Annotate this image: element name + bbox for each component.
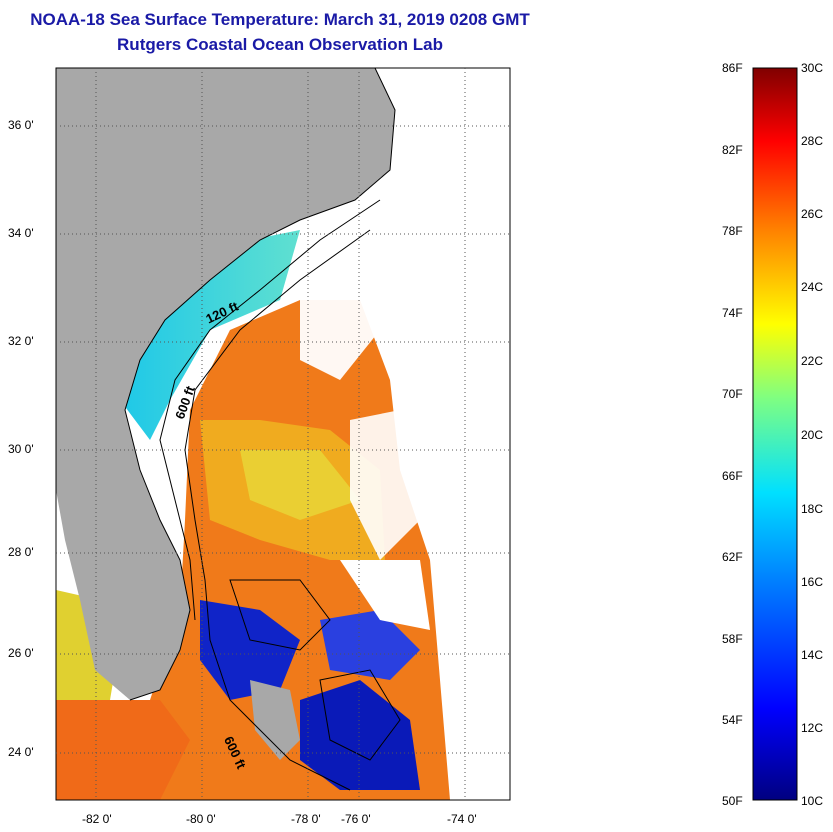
colorbar-c-30: 30C bbox=[801, 61, 824, 75]
colorbar-f-50: 50F bbox=[722, 794, 743, 808]
lat-label-28: 28 0' bbox=[8, 545, 34, 559]
chart-subtitle: Rutgers Coastal Ocean Observation Lab bbox=[117, 35, 443, 54]
colorbar-f-74: 74F bbox=[722, 306, 743, 320]
shelf-water bbox=[120, 230, 300, 440]
map-frame bbox=[55, 67, 511, 801]
lon-label-78: -78 0' bbox=[291, 812, 321, 826]
lat-label-30: 30 0' bbox=[8, 442, 34, 456]
colorbar-c-22: 22C bbox=[801, 354, 824, 368]
isobath-120 bbox=[159, 199, 381, 621]
lon-label-76: -76 0' bbox=[341, 812, 371, 826]
colorbar-f-86: 86F bbox=[722, 61, 743, 75]
isobath-600 bbox=[184, 229, 371, 791]
colorbar-c-12: 12C bbox=[801, 721, 824, 735]
lon-label-80: -80 0' bbox=[186, 812, 216, 826]
lat-label-34: 34 0' bbox=[8, 226, 34, 240]
lat-label-24: 24 0' bbox=[8, 745, 34, 759]
lon-label-82: -82 0' bbox=[82, 812, 112, 826]
colorbar-f-70: 70F bbox=[722, 387, 743, 401]
colorbar-c-20: 20C bbox=[801, 428, 824, 442]
lat-label-26: 26 0' bbox=[8, 646, 34, 660]
colorbar-f-62: 62F bbox=[722, 550, 743, 564]
colorbar-c-26: 26C bbox=[801, 207, 824, 221]
lat-label-32: 32 0' bbox=[8, 334, 34, 348]
colorbar-c-16: 16C bbox=[801, 575, 824, 589]
coastline bbox=[124, 68, 396, 701]
colorbar-f-78: 78F bbox=[722, 224, 743, 238]
lon-label-74: -74 0' bbox=[447, 812, 477, 826]
colorbar-c-18: 18C bbox=[801, 502, 824, 516]
colorbar-c-14: 14C bbox=[801, 648, 824, 662]
cold-water-patch bbox=[200, 600, 300, 700]
chart-title: NOAA-18 Sea Surface Temperature: March 3… bbox=[30, 10, 530, 29]
land-mass bbox=[56, 68, 395, 700]
colorbar bbox=[752, 67, 798, 801]
colorbar-c-24: 24C bbox=[801, 280, 824, 294]
lat-label-36: 36 0' bbox=[8, 118, 34, 132]
colorbar-f-82: 82F bbox=[722, 143, 743, 157]
colorbar-f-58: 58F bbox=[722, 632, 743, 646]
colorbar-f-54: 54F bbox=[722, 713, 743, 727]
colorbar-c-10: 10C bbox=[801, 794, 824, 808]
colorbar-f-66: 66F bbox=[722, 469, 743, 483]
colorbar-c-28: 28C bbox=[801, 134, 824, 148]
